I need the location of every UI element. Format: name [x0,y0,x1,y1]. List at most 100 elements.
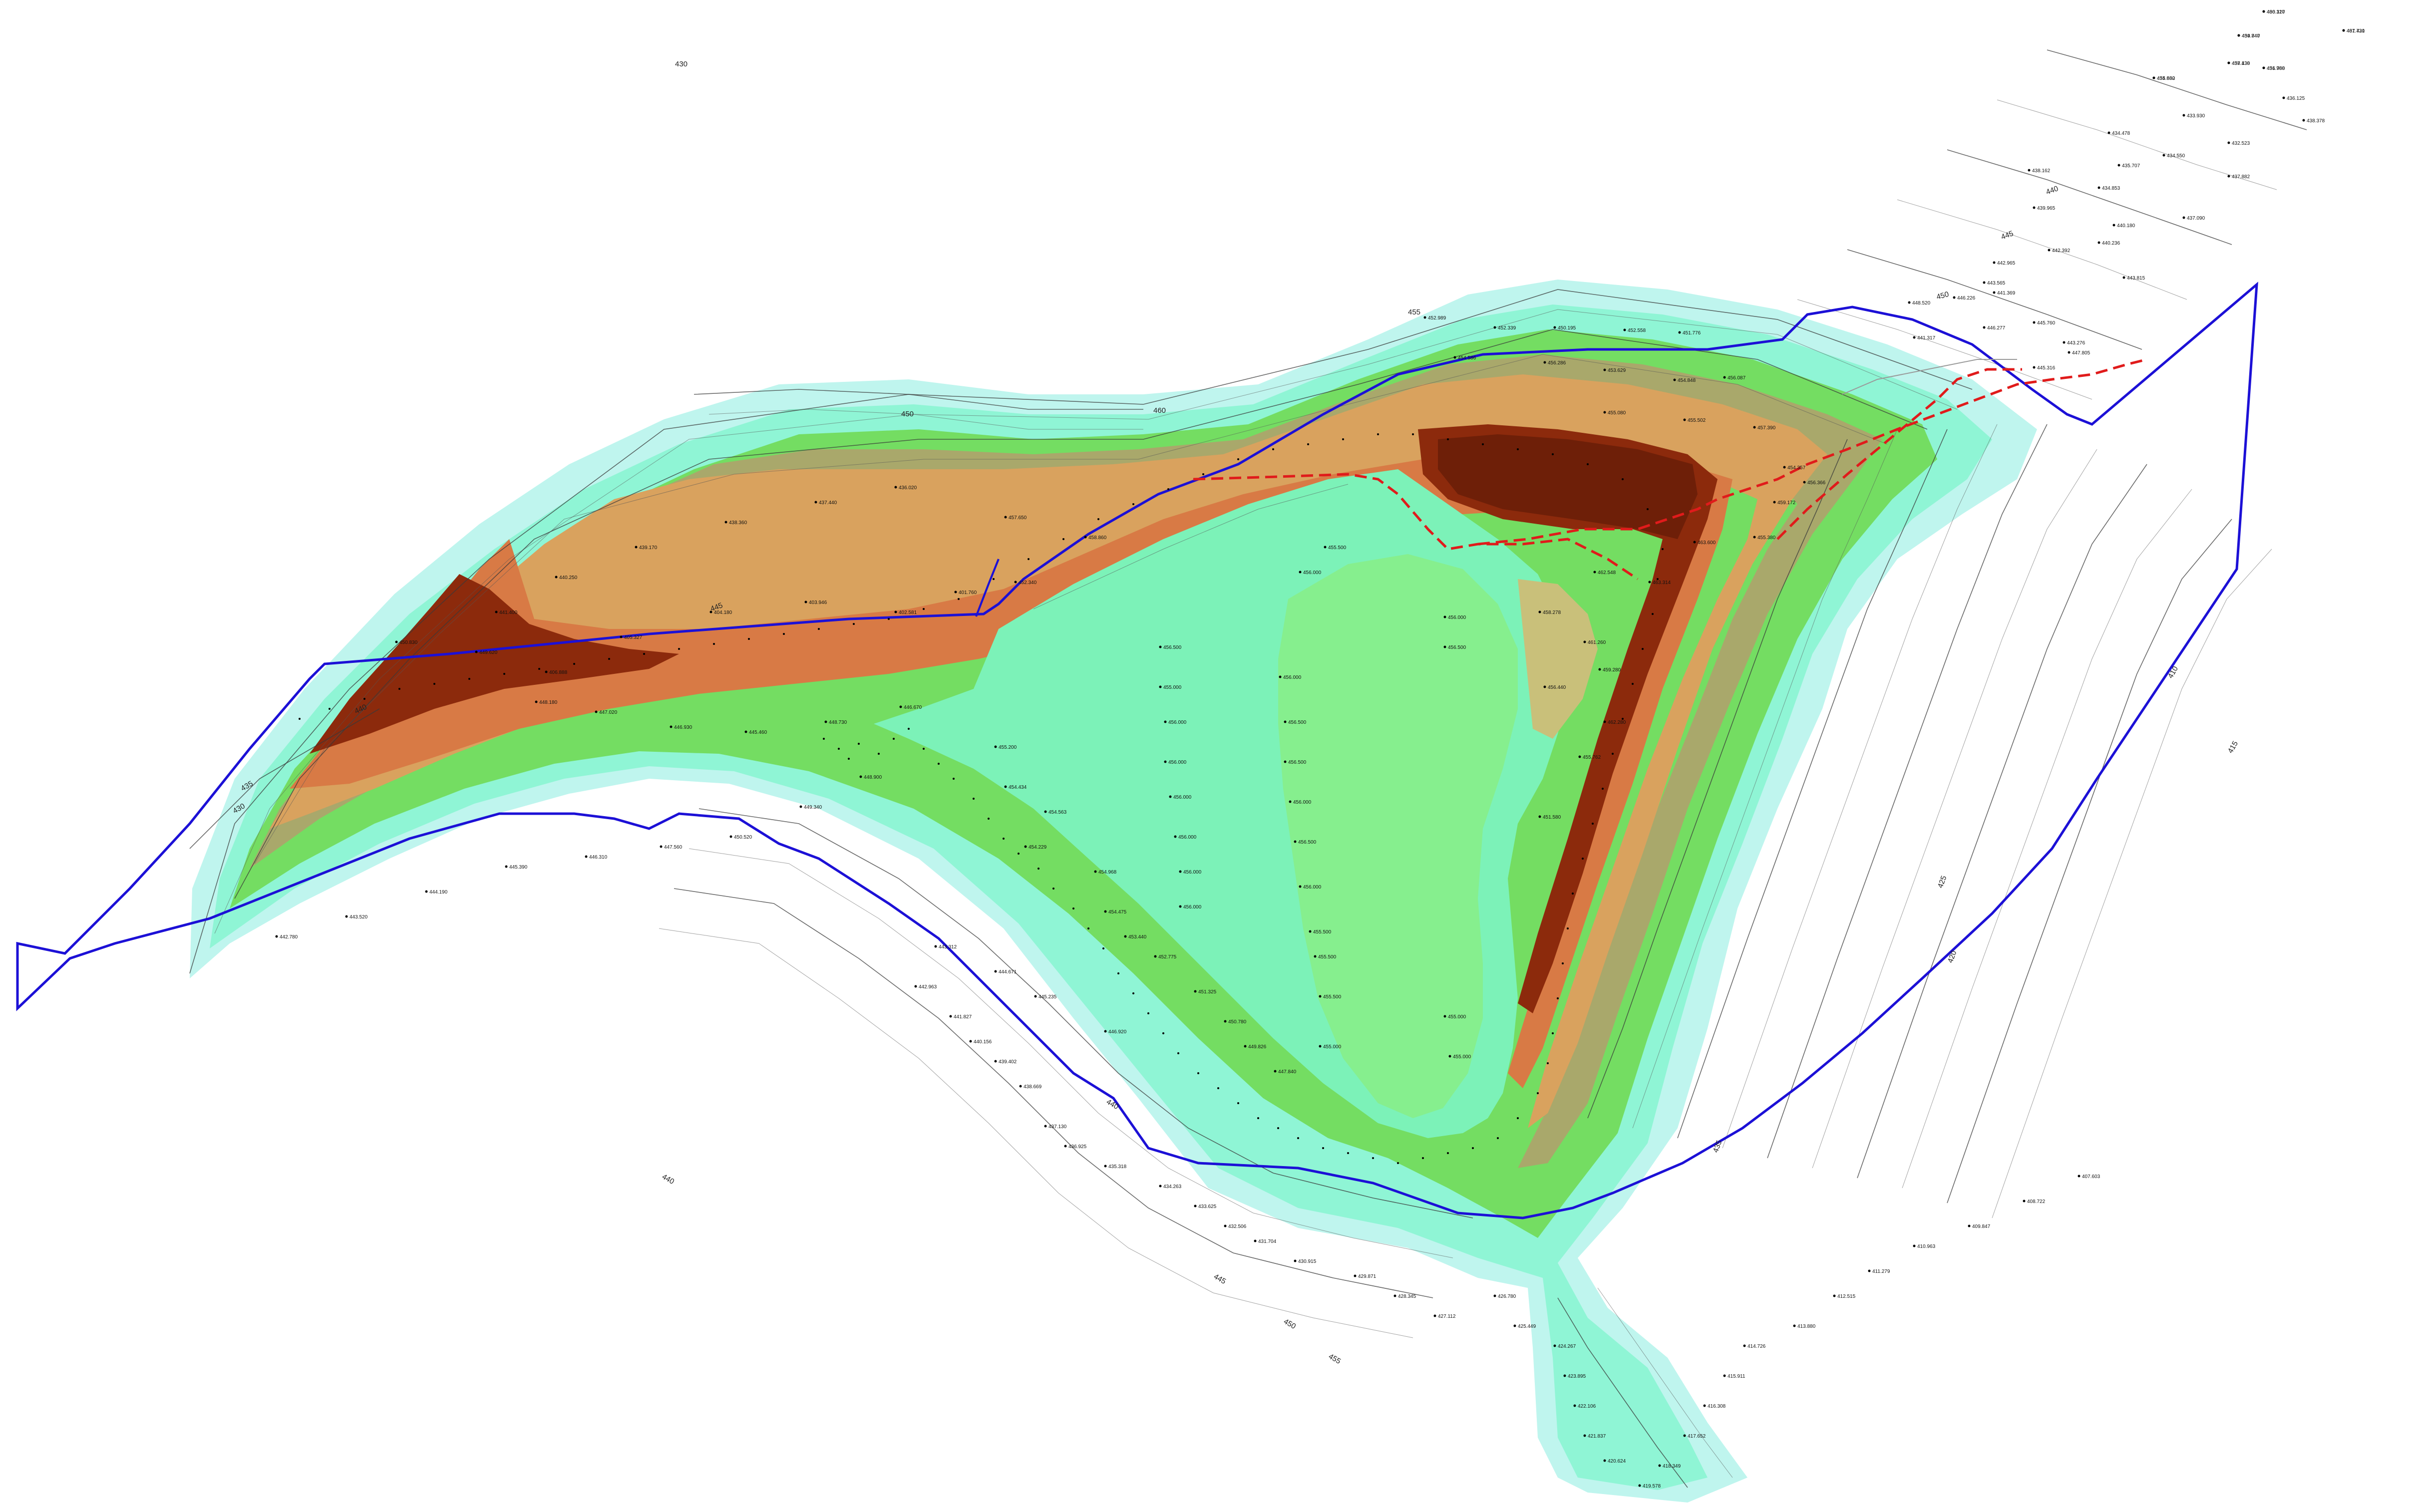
survey-point [1217,1087,1219,1089]
survey-point [2033,321,2036,324]
survey-point [1342,438,1344,440]
survey-point [713,643,715,645]
survey-point [988,818,990,820]
survey-point [914,985,917,988]
spot-height-h70: 456.500 [1288,760,1307,765]
survey-point [709,610,712,613]
survey-point [425,890,428,893]
contour-label-c-445-c: 445 [1212,1272,1227,1286]
survey-point [1703,1404,1706,1407]
contour-line [689,848,1453,1258]
spot-height-h147: 447.020 [599,710,618,715]
survey-point [859,775,862,778]
spot-height-h86: 454.434 [1009,785,1027,790]
survey-point [1194,1205,1197,1208]
spot-height-h37: 452.558 [1628,328,1646,333]
spot-height-h144: 450.830 [399,640,418,645]
survey-point [1517,448,1519,450]
survey-point [1237,458,1239,460]
survey-point [1003,838,1005,840]
survey-point [1377,433,1379,435]
survey-point [1038,868,1039,870]
contour-line [1897,199,2187,300]
spot-height-h40: 456.286 [1548,360,1566,366]
survey-point [783,633,785,635]
survey-point [1284,720,1287,723]
survey-point [1683,1434,1686,1437]
survey-point [1443,645,1446,648]
spot-height-h88: 454.229 [1029,845,1047,850]
survey-point [1024,845,1027,848]
survey-point [495,610,498,613]
survey-point [899,705,902,708]
survey-point [2262,66,2265,69]
spot-height-h135: 408.722 [2027,1199,2046,1205]
survey-point [299,718,301,720]
spot-height-h99: 444.671 [999,969,1017,975]
survey-point [1202,473,1204,475]
survey-point [1993,291,1996,294]
spot-height-h126: 417.652 [1688,1434,1706,1439]
spot-height-h119: 424.267 [1558,1344,1576,1349]
spot-height-h22: 440.236 [2102,241,2120,246]
spot-height-h36: 450.195 [1558,325,1576,331]
site-boundary-line [16,282,2258,1219]
survey-point [670,725,673,728]
survey-point [1117,972,1119,974]
survey-point [1004,785,1007,788]
survey-point [1397,1162,1399,1164]
survey-point [1538,815,1541,818]
survey-point [1159,1185,1162,1188]
survey-point [1254,1239,1257,1242]
survey-point [1612,753,1614,755]
spot-height-h72: 456.000 [1173,795,1192,800]
spot-height-h21: 442.965 [1997,261,2016,266]
survey-point [608,658,610,660]
spot-height-h69: 456.500 [1288,720,1307,725]
spot-height-h77: 456.000 [1183,905,1202,910]
spot-height-h166: 436.020 [899,485,917,491]
contour-line [659,928,1413,1338]
survey-point [503,673,505,675]
spot-height-h131: 412.515 [1837,1294,1856,1299]
survey-point [585,855,588,858]
contour-line [1947,519,2232,1204]
contour-line [234,329,1928,899]
survey-point [1603,720,1606,723]
contour-line [1997,99,2277,190]
survey-point [573,663,575,665]
contour-label-c-420-a: 420 [1946,949,1959,964]
survey-point [1447,438,1449,440]
spot-height-h97: 446.920 [1108,1029,1127,1035]
survey-point [1553,1344,1556,1347]
survey-point [1657,578,1659,580]
survey-point [1913,1244,1916,1247]
survey-point [1277,1127,1279,1129]
spot-height-h128: 415.911 [1728,1374,1745,1379]
spot-height-h50: 455.380 [1757,535,1776,541]
spot-height-h93: 451.325 [1198,989,1217,995]
site-boundary-inner-spur [975,559,1000,617]
survey-point [1097,518,1099,520]
spot-height-h158: 444.190 [429,890,448,895]
survey-point [2078,1175,2080,1178]
survey-point [329,708,331,710]
spot-height-h02: 437.731 [2347,28,2365,34]
spot-height-h145: 449.620 [479,650,498,655]
survey-point [643,653,645,655]
survey-point [1493,326,1496,329]
spot-height-h04: 438.438 [2232,61,2250,66]
survey-point [1543,685,1546,688]
survey-point [804,601,807,604]
spot-height-h114: 429.871 [1358,1274,1377,1279]
survey-point [2097,186,2100,189]
spot-height-h46: 457.390 [1757,425,1776,431]
spot-height-h95: 449.826 [1248,1044,1267,1050]
spot-height-h57: 456.440 [1548,685,1566,690]
survey-point [938,763,940,765]
spot-height-h35: 452.339 [1498,325,1516,331]
spot-height-h81: 455.500 [1323,994,1342,1000]
survey-point [1497,1137,1499,1139]
survey-point [1642,648,1644,650]
